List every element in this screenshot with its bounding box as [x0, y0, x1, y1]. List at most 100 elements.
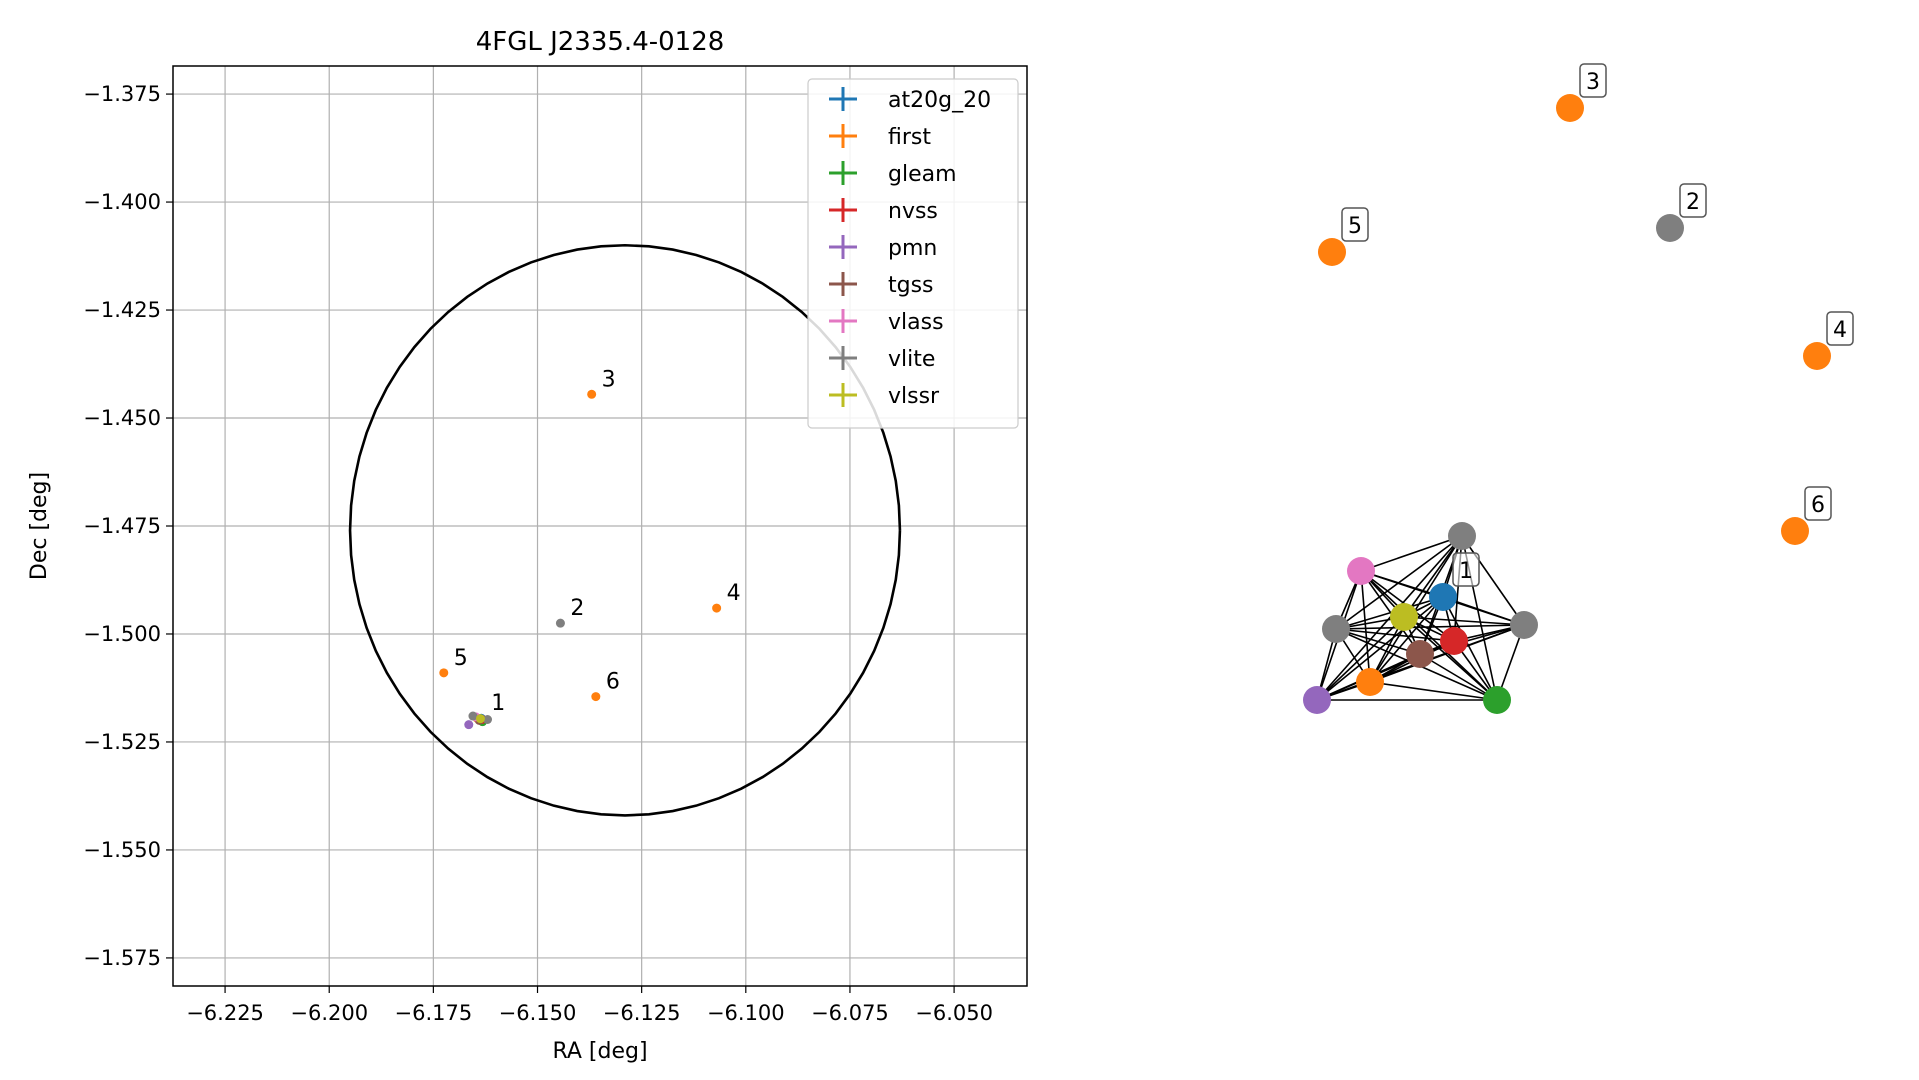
y-tick-label: −1.475 — [83, 514, 161, 538]
network-label-box — [1804, 486, 1832, 521]
network-node-vlssr — [1390, 603, 1418, 631]
network-node-pmn — [1303, 686, 1331, 714]
x-tick-label: −6.050 — [915, 1001, 993, 1025]
network-label-box — [1826, 311, 1854, 346]
network-edge — [1442, 596, 1498, 701]
data-point-vlite — [468, 711, 478, 721]
network-node-first_5 — [1318, 238, 1346, 266]
point-label: 6 — [606, 670, 620, 695]
network-label: 6 — [1811, 493, 1825, 518]
x-tick-label: −6.125 — [603, 1001, 681, 1025]
network-edge — [1419, 624, 1525, 655]
network-edge — [1369, 596, 1444, 683]
uncertainty-circle — [348, 243, 902, 817]
point-annotations: 1 2 3 4 5 6 — [454, 367, 741, 716]
network-edge — [1335, 628, 1421, 655]
y-tick-label: −1.400 — [83, 190, 161, 214]
legend-label-vlass: vlass — [888, 310, 944, 335]
network-node-at20g — [1429, 583, 1457, 611]
circle-layer — [348, 243, 902, 817]
data-point-first — [587, 389, 597, 399]
network-node-first_3 — [1556, 94, 1584, 122]
y-tick-label: −1.425 — [83, 298, 161, 322]
network-label: 3 — [1586, 70, 1600, 95]
network-node-nvss — [1440, 627, 1468, 655]
y-tick-label: −1.550 — [83, 838, 161, 862]
chart-title: 4FGL J2335.4-0128 — [476, 27, 725, 57]
network-edge — [1360, 570, 1421, 655]
network-label-box — [1452, 552, 1480, 587]
data-point-vlite — [483, 715, 493, 725]
network-edge — [1369, 535, 1463, 683]
data-point-first — [439, 668, 449, 678]
network-edge — [1461, 535, 1525, 626]
y-tick-label: −1.450 — [83, 406, 161, 430]
data-points — [439, 389, 722, 730]
x-tick-label: −6.150 — [499, 1001, 577, 1025]
legend-label-tgss: tgss — [888, 273, 934, 298]
x-axis-label: RA [deg] — [552, 1039, 647, 1064]
y-ticks: −1.375 −1.400 −1.425 −1.450 −1.475 −1.500 −1.5… — [83, 82, 173, 970]
point-label: 3 — [602, 367, 616, 392]
network-edge — [1335, 628, 1455, 642]
network-labels: 1 2 3 4 5 6 — [1341, 63, 1854, 587]
network-edge — [1360, 535, 1463, 572]
data-point-first — [712, 603, 722, 613]
network-label: 5 — [1348, 214, 1362, 239]
point-label: 5 — [454, 646, 468, 671]
network-edges — [1316, 535, 1525, 701]
point-label: 4 — [727, 581, 741, 606]
legend-label-vlite: vlite — [888, 347, 935, 372]
network-node-vlite_a — [1448, 522, 1476, 550]
network-edge — [1335, 596, 1444, 630]
network-node-vlite_c — [1510, 611, 1538, 639]
legend-label-gleam: gleam — [888, 162, 957, 187]
x-tick-label: −6.075 — [811, 1001, 889, 1025]
network-edge — [1316, 616, 1405, 701]
network-edge — [1360, 570, 1498, 701]
x-tick-label: −6.100 — [707, 1001, 785, 1025]
y-tick-label: −1.525 — [83, 730, 161, 754]
data-point-first — [591, 692, 601, 702]
legend-label-pmn: pmn — [888, 236, 937, 261]
network-label-box — [1341, 207, 1369, 242]
network-edge — [1403, 535, 1463, 618]
network-nodes — [1303, 94, 1831, 714]
y-axis-label: Dec [deg] — [27, 472, 52, 580]
network-edge — [1335, 535, 1463, 630]
network-edge — [1335, 624, 1525, 630]
network-node-first_6 — [1781, 517, 1809, 545]
network-edge — [1403, 616, 1525, 626]
point-label: 2 — [570, 596, 584, 621]
legend-label-at20g_20: at20g_20 — [888, 88, 991, 113]
network-label: 4 — [1833, 318, 1847, 343]
network-label: 1 — [1459, 559, 1473, 584]
y-tick-label: −1.500 — [83, 622, 161, 646]
x-ticks: −6.225 −6.200 −6.175 −6.150 −6.125 −6.100 −6.0… — [186, 986, 993, 1025]
legend-label-vlssr: vlssr — [888, 384, 940, 409]
network-node-first_4 — [1803, 342, 1831, 370]
data-point-vlite — [555, 618, 565, 628]
network-edge — [1316, 535, 1463, 701]
network-edge — [1403, 616, 1498, 701]
network-node-vlite_b — [1322, 615, 1350, 643]
network-label-box — [1679, 183, 1707, 218]
y-tick-label: −1.575 — [83, 946, 161, 970]
network-node-first_main — [1356, 668, 1384, 696]
network-node-vlass — [1347, 557, 1375, 585]
network-edge — [1419, 653, 1498, 701]
network-graph: 1 2 3 4 5 6 — [1303, 63, 1854, 714]
x-tick-label: −6.175 — [395, 1001, 473, 1025]
network-label-box — [1579, 63, 1607, 98]
x-tick-label: −6.225 — [186, 1001, 264, 1025]
data-point-pmn — [464, 720, 474, 730]
x-tick-label: −6.200 — [290, 1001, 368, 1025]
network-label: 2 — [1686, 190, 1700, 215]
network-node-vlite_2 — [1656, 214, 1684, 242]
data-point-vlssr — [475, 714, 485, 724]
network-edge — [1360, 570, 1371, 683]
network-node-tgss — [1406, 640, 1434, 668]
